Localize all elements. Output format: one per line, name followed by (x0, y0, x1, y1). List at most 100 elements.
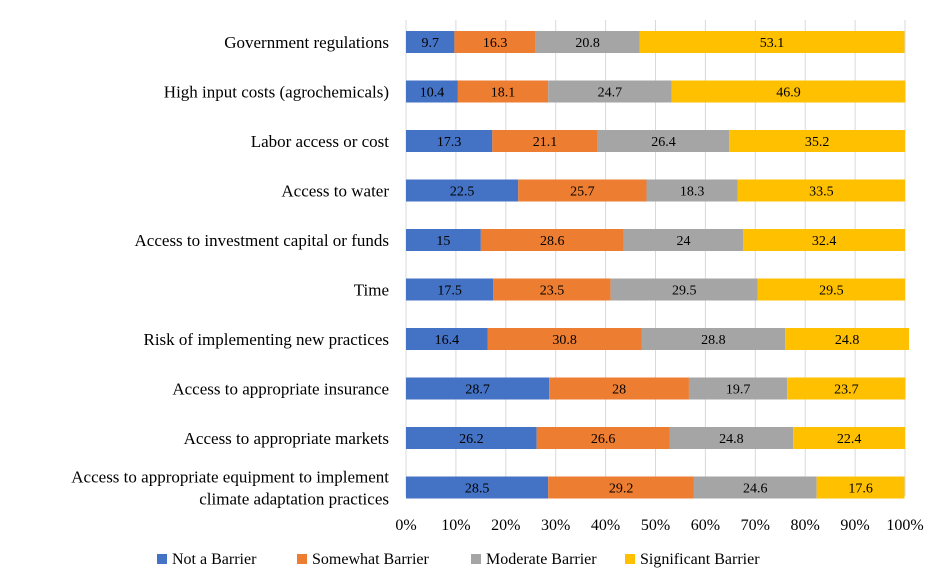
bar-value-label: 33.5 (809, 185, 834, 200)
bar-segment (406, 377, 550, 400)
bar-segment (549, 377, 689, 400)
legend-swatch (297, 554, 307, 564)
bar-segment (816, 476, 905, 499)
bar-segment (457, 80, 549, 103)
bar-value-label: 18.3 (680, 185, 705, 200)
bar-segment (406, 229, 481, 251)
bar-segment (480, 229, 624, 251)
bar-value-label: 26.4 (651, 135, 676, 150)
bar-value-label: 35.2 (805, 135, 830, 150)
x-tick-label: 40% (591, 517, 620, 534)
bar-value-label: 23.7 (834, 383, 859, 398)
bar-segment (610, 278, 758, 301)
legend-swatch (471, 554, 481, 564)
bar-segment (623, 229, 744, 251)
bar-value-label: 29.2 (609, 482, 634, 497)
bar-value-label: 28.6 (540, 234, 565, 249)
x-tick-label: 70% (741, 517, 770, 534)
bar-value-label: 32.4 (812, 234, 837, 249)
legend-label: Moderate Barrier (486, 551, 597, 568)
x-tick-label: 80% (791, 517, 820, 534)
category-label: Access to appropriate insurance (172, 380, 389, 399)
category-label: Access to appropriate equipment to imple… (71, 468, 389, 487)
bar-segment (743, 229, 905, 251)
bar-segment (536, 427, 670, 449)
bar-segment (671, 80, 906, 103)
bar-value-label: 16.4 (435, 333, 460, 348)
bar-segment (548, 476, 694, 499)
bar-value-label: 17.5 (437, 284, 462, 299)
legend-label: Significant Barrier (640, 551, 760, 568)
bar-segment (406, 80, 458, 103)
bar-value-label: 19.7 (726, 383, 751, 398)
bar-value-label: 24.8 (835, 333, 860, 348)
bar-segment (737, 179, 905, 202)
category-labels: Government regulations High input costs (… (71, 33, 389, 509)
bar-value-label: 23.5 (540, 284, 565, 299)
bar-value-label: 24.6 (743, 482, 768, 497)
bar-value-label: 29.5 (819, 284, 844, 299)
bar-segment (729, 130, 905, 152)
legend-swatch (625, 554, 635, 564)
legend: Not a Barrier Somewhat Barrier Moderate Ba… (157, 551, 760, 568)
bar-segment (597, 130, 730, 152)
bar-segment (535, 31, 640, 53)
x-tick-label: 20% (491, 517, 520, 534)
bar-segment (646, 179, 738, 202)
bar-segment (787, 377, 906, 400)
bar-value-label: 30.8 (552, 333, 577, 348)
bar-value-label: 28.5 (465, 482, 490, 497)
category-label: Access to appropriate markets (184, 429, 389, 448)
category-label: High input costs (agrochemicals) (164, 83, 389, 102)
bar-value-label: 18.1 (491, 86, 516, 101)
bar-segment (454, 31, 536, 53)
bar-value-label: 25.7 (570, 185, 595, 200)
bar-segment (406, 31, 455, 53)
bar-segment (548, 80, 672, 103)
category-label: climate adaptation practices (199, 490, 389, 509)
bar-segment (688, 377, 788, 400)
category-label: Time (354, 281, 389, 300)
x-axis-ticks: 0% 10% 20% 30% 40% 50% 60% 70% 80% 90% 100% (395, 517, 923, 534)
bar-segment (757, 278, 905, 301)
bar-value-label: 28.8 (701, 333, 726, 348)
bar-segment (492, 130, 598, 152)
category-label: Access to investment capital or funds (135, 231, 389, 250)
legend-label: Somewhat Barrier (312, 551, 430, 568)
bar-value-label: 16.3 (483, 36, 508, 51)
legend-swatch (157, 554, 167, 564)
bar-segment (406, 476, 549, 499)
x-tick-label: 10% (441, 517, 470, 534)
bar-value-label: 21.1 (533, 135, 558, 150)
bar-segment (406, 278, 494, 301)
bar-segment (641, 328, 786, 350)
bar-value-label: 24 (676, 234, 690, 249)
x-tick-label: 100% (886, 517, 923, 534)
bar-value-label: 22.4 (837, 432, 862, 447)
bar-segment (785, 328, 909, 350)
bars: 9.7 16.3 20.8 53.1 10.4 18.1 24.7 46.9 17.3 21.1 2… (406, 31, 909, 499)
bar-value-label: 15 (436, 234, 450, 249)
x-tick-label: 90% (840, 517, 869, 534)
bar-segment (639, 31, 905, 53)
bar-value-label: 26.2 (459, 432, 484, 447)
bar-value-label: 26.6 (591, 432, 616, 447)
bar-segment (406, 130, 493, 152)
bar-value-label: 10.4 (420, 86, 445, 101)
bar-value-label: 53.1 (760, 36, 785, 51)
bar-value-label: 28 (612, 383, 626, 398)
x-tick-label: 30% (541, 517, 570, 534)
bar-segment (518, 179, 647, 202)
bar-value-label: 9.7 (421, 36, 439, 51)
bar-value-label: 20.8 (575, 36, 600, 51)
bar-segment (487, 328, 642, 350)
category-label: Risk of implementing new practices (144, 330, 390, 349)
bar-segment (693, 476, 817, 499)
bar-value-label: 22.5 (450, 185, 475, 200)
category-label: Government regulations (224, 33, 389, 52)
bar-value-label: 17.3 (437, 135, 462, 150)
bar-segment (669, 427, 794, 449)
bar-segment (793, 427, 905, 449)
legend-label: Not a Barrier (172, 551, 257, 568)
